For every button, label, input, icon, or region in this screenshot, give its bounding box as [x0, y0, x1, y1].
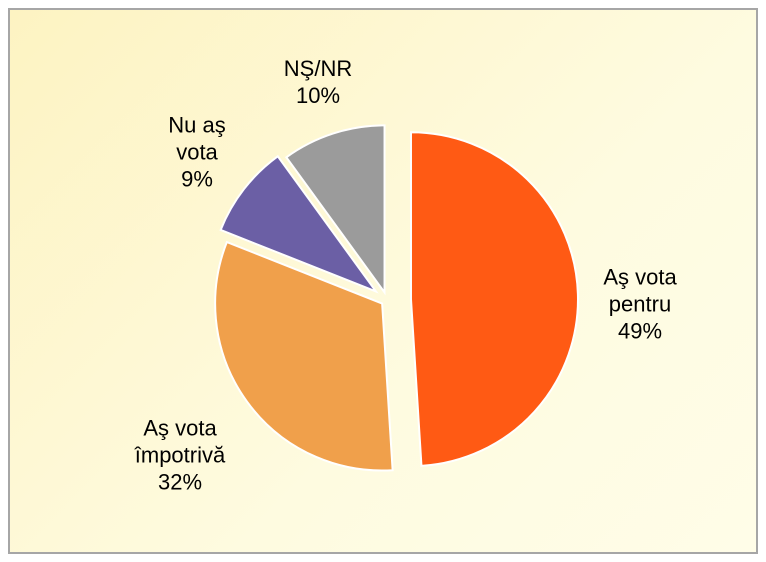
slice-label: Aş vota împotrivă 32% [120, 415, 240, 496]
slice-value: 49% [617, 318, 663, 344]
slice-value: 32% [157, 469, 203, 495]
slice-label: Aş vota pentru 49% [585, 264, 695, 345]
pie-slice [214, 240, 394, 472]
slice-value: 9% [181, 166, 213, 192]
pie-chart [214, 124, 579, 472]
pie-slice [284, 124, 386, 296]
chart-frame: Aş vota pentru 49% Aş vota împotrivă 32% Nu … [8, 8, 758, 554]
slice-name: NŞ/NR [283, 56, 353, 81]
pie-slice [219, 154, 379, 294]
slice-value: 10% [295, 83, 341, 108]
pie-slice [409, 131, 579, 467]
slice-name: Aş vota pentru [603, 264, 677, 317]
slice-label: Nu aş vota 9% [157, 112, 237, 193]
slice-name: Aş vota împotrivă [134, 415, 226, 468]
slice-name: Nu aş vota [168, 112, 226, 165]
slice-label: NŞ/NR 10% [273, 55, 363, 109]
